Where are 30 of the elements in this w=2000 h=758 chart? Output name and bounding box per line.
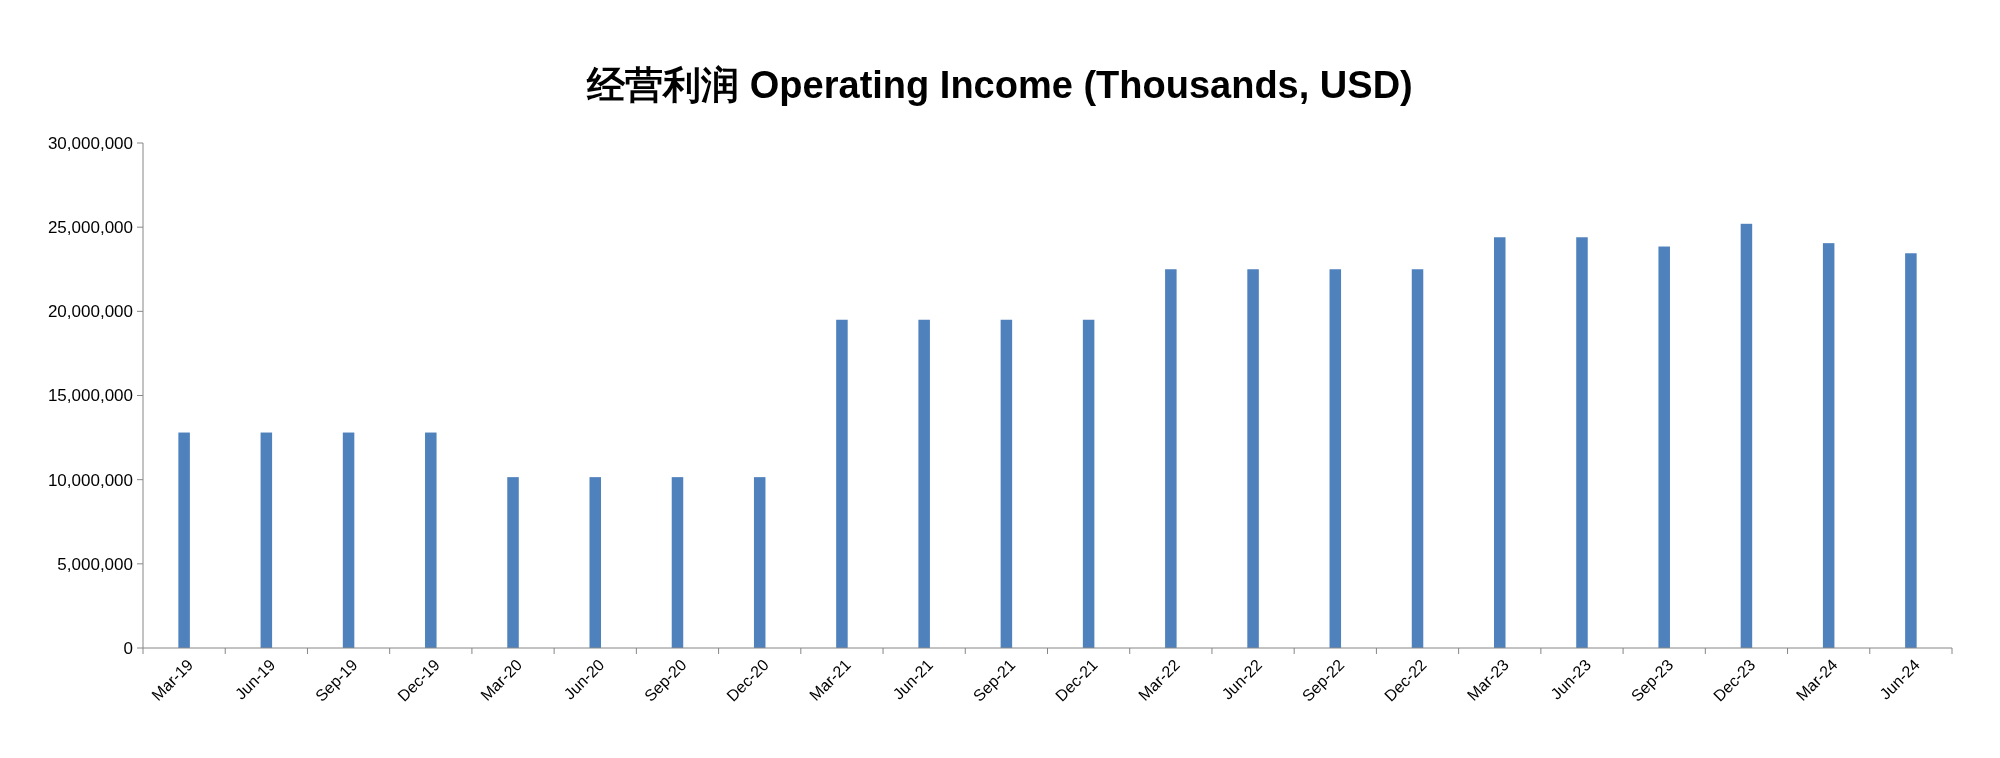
bar: [260, 432, 273, 648]
y-tick-label: 25,000,000: [47, 218, 133, 238]
bar: [836, 319, 848, 648]
bar: [671, 477, 684, 648]
bar: [753, 477, 766, 648]
bar: [425, 432, 437, 648]
bar: [1658, 246, 1670, 648]
y-tick-label: 0: [123, 638, 133, 658]
bar: [1905, 253, 1917, 648]
bar: [1411, 269, 1424, 648]
bar: [589, 477, 602, 648]
bar: [1822, 243, 1835, 648]
bar: [1740, 223, 1753, 648]
bar: [342, 432, 355, 648]
bar: [1165, 269, 1177, 648]
bar: [1082, 319, 1095, 648]
bar: [1576, 237, 1588, 648]
y-tick-label: 10,000,000: [47, 470, 133, 490]
bar: [1493, 237, 1506, 648]
y-tick-label: 5,000,000: [57, 554, 133, 574]
bar: [1000, 319, 1013, 648]
y-tick-label: 15,000,000: [47, 386, 133, 406]
bar: [178, 432, 190, 648]
bar: [1329, 269, 1342, 648]
chart-title: 经营利润 Operating Income (Thousands, USD): [586, 64, 1413, 106]
bar: [1247, 269, 1259, 648]
bar: [918, 319, 930, 648]
bar: [507, 477, 519, 648]
y-tick-label: 30,000,000: [47, 133, 133, 153]
y-tick-label: 20,000,000: [47, 302, 133, 322]
